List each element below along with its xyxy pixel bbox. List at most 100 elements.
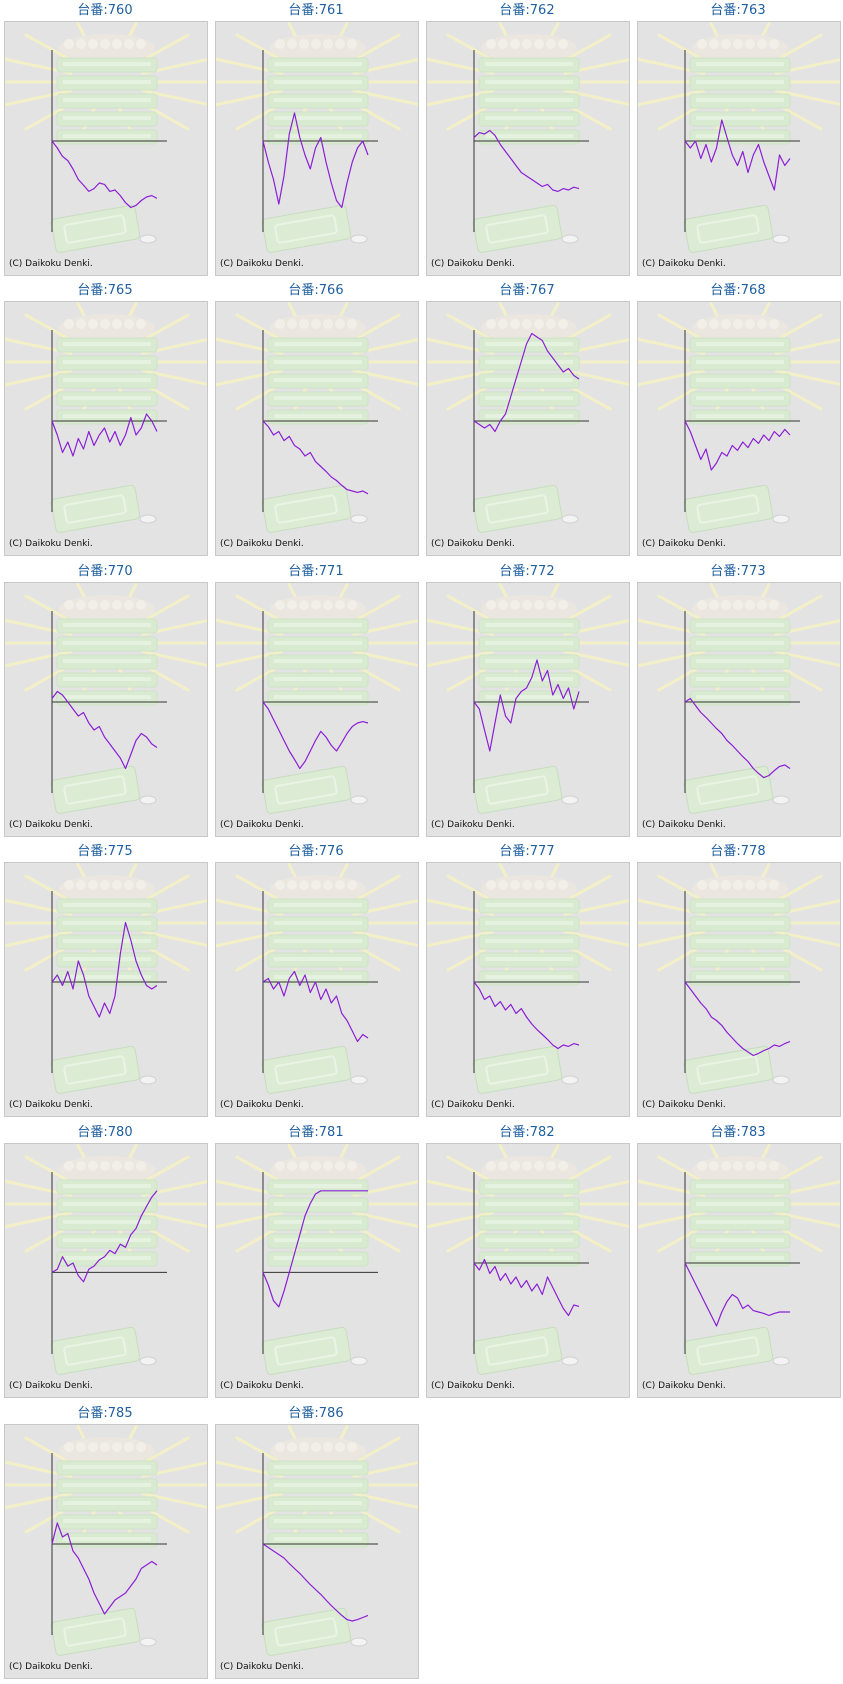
machine-number-link[interactable]: 台番:765	[77, 283, 133, 298]
machine-number-link[interactable]: 台番:760	[77, 3, 133, 18]
machine-top-bead	[769, 1161, 779, 1171]
slump-graph-panel[interactable]: (C) Daikoku Denki.	[4, 1143, 208, 1398]
slump-graph-panel[interactable]: (C) Daikoku Denki.	[215, 301, 419, 556]
slump-graph-panel[interactable]: (C) Daikoku Denki.	[637, 21, 841, 276]
sunburst-ray	[774, 1211, 840, 1228]
machine-top-bead	[709, 319, 719, 329]
machine-tray-inner	[485, 1055, 549, 1085]
machine-top-bead	[347, 880, 357, 890]
slump-graph-panel[interactable]: (C) Daikoku Denki.	[4, 1424, 208, 1679]
slump-series-line	[262, 1543, 369, 1622]
machine-tray	[472, 1326, 563, 1375]
slump-graph-panel[interactable]: (C) Daikoku Denki.	[4, 582, 208, 837]
sunburst-ray	[141, 1211, 207, 1228]
machine-number-link[interactable]: 台番:761	[288, 3, 344, 18]
machine-tray	[472, 204, 563, 253]
machine-top-bead	[299, 880, 309, 890]
sunburst-ray	[563, 89, 629, 106]
slump-graph-panel[interactable]: (C) Daikoku Denki.	[637, 862, 841, 1117]
slump-graph-panel[interactable]: (C) Daikoku Denki.	[4, 862, 208, 1117]
machine-top-bead	[299, 319, 309, 329]
slump-graph-panel[interactable]: (C) Daikoku Denki.	[215, 21, 419, 276]
machine-number-link[interactable]: 台番:781	[288, 1125, 344, 1140]
machine-illustration	[216, 1144, 418, 1375]
machine-number-link[interactable]: 台番:768	[710, 283, 766, 298]
machine-top-bead	[275, 880, 285, 890]
sunburst-ray	[563, 1211, 629, 1228]
slump-graph-panel[interactable]: (C) Daikoku Denki.	[215, 862, 419, 1117]
slump-graph-panel[interactable]: (C) Daikoku Denki.	[426, 862, 630, 1117]
machine-top-bead	[311, 1161, 321, 1171]
machine-illustration	[216, 302, 418, 533]
machine-number-link[interactable]: 台番:766	[288, 283, 344, 298]
machine-number-link[interactable]: 台番:771	[288, 564, 344, 579]
slump-graph-panel[interactable]: (C) Daikoku Denki.	[637, 1143, 841, 1398]
slump-graph-panel[interactable]: (C) Daikoku Denki.	[215, 582, 419, 837]
machine-top-bead	[510, 600, 520, 610]
machine-number-link[interactable]: 台番:785	[77, 1406, 133, 1421]
machine-panel-stripe	[696, 414, 784, 418]
coin-icon	[561, 1356, 579, 1366]
machine-number-link[interactable]: 台番:777	[499, 844, 555, 859]
machine-panel-stripe	[274, 939, 362, 943]
machine-number-link[interactable]: 台番:772	[499, 564, 555, 579]
machine-number-link[interactable]: 台番:778	[710, 844, 766, 859]
machine-number-link[interactable]: 台番:763	[710, 3, 766, 18]
slump-series-line	[684, 697, 791, 779]
slump-graph-panel[interactable]: (C) Daikoku Denki.	[426, 21, 630, 276]
machine-panel-stripe	[274, 677, 362, 681]
machine-number-link[interactable]: 台番:773	[710, 564, 766, 579]
machine-top-bead	[299, 1442, 309, 1452]
slump-graph	[638, 302, 840, 533]
slump-graph	[638, 22, 840, 253]
machine-top-bead	[287, 1442, 297, 1452]
machine-panel-stripe	[274, 116, 362, 120]
machine-panel-stripe	[63, 378, 151, 382]
machine-panel-stripe	[274, 360, 362, 364]
machine-top-bead	[347, 1161, 357, 1171]
machine-top-bead	[88, 600, 98, 610]
machine-number-link[interactable]: 台番:762	[499, 3, 555, 18]
slump-graph-panel[interactable]: (C) Daikoku Denki.	[215, 1424, 419, 1679]
machine-number-link[interactable]: 台番:782	[499, 1125, 555, 1140]
machine-panel-stripe	[274, 957, 362, 961]
machine-number-link[interactable]: 台番:770	[77, 564, 133, 579]
machine-top-bead	[287, 39, 297, 49]
slump-graph-panel[interactable]: (C) Daikoku Denki.	[426, 1143, 630, 1398]
machine-number-link[interactable]: 台番:786	[288, 1406, 344, 1421]
slump-graph-panel[interactable]: (C) Daikoku Denki.	[637, 301, 841, 556]
machine-top-bead	[88, 1161, 98, 1171]
slump-graph-panel[interactable]: (C) Daikoku Denki.	[426, 301, 630, 556]
slump-graph	[216, 1425, 418, 1656]
machine-number-link[interactable]: 台番:767	[499, 283, 555, 298]
machine-graph-card: 台番:772 (C) Daikoku Denki.	[422, 561, 632, 841]
slump-graph-panel[interactable]: (C) Daikoku Denki.	[215, 1143, 419, 1398]
machine-panel-stripe	[485, 1202, 573, 1206]
machine-top-bead	[275, 1442, 285, 1452]
sunburst-ray	[352, 650, 418, 667]
machine-top-bead	[721, 39, 731, 49]
machine-top-bead	[757, 39, 767, 49]
copyright-text: (C) Daikoku Denki.	[431, 259, 515, 269]
machine-number-link[interactable]: 台番:776	[288, 844, 344, 859]
slump-series-line	[262, 420, 369, 495]
sunburst-ray	[216, 930, 284, 948]
slump-graph-panel[interactable]: (C) Daikoku Denki.	[4, 301, 208, 556]
slump-graph-panel[interactable]: (C) Daikoku Denki.	[637, 582, 841, 837]
sunburst-ray	[427, 369, 495, 387]
slump-series-line	[262, 701, 369, 770]
machine-panel-stripe	[485, 975, 573, 979]
machine-top-bead	[498, 600, 508, 610]
machine-panel-stripe	[63, 1519, 151, 1523]
machine-tray	[261, 484, 352, 533]
slump-graph-panel[interactable]: (C) Daikoku Denki.	[4, 21, 208, 276]
slump-graph-panel[interactable]: (C) Daikoku Denki.	[426, 582, 630, 837]
machine-number-link[interactable]: 台番:780	[77, 1125, 133, 1140]
machine-top-bead	[88, 880, 98, 890]
machine-number-link[interactable]: 台番:783	[710, 1125, 766, 1140]
machine-top-bead	[275, 1161, 285, 1171]
sunburst-ray	[5, 89, 73, 107]
machine-number-link[interactable]: 台番:775	[77, 844, 133, 859]
slump-graph	[216, 583, 418, 814]
machine-panel-stripe	[63, 1238, 151, 1242]
